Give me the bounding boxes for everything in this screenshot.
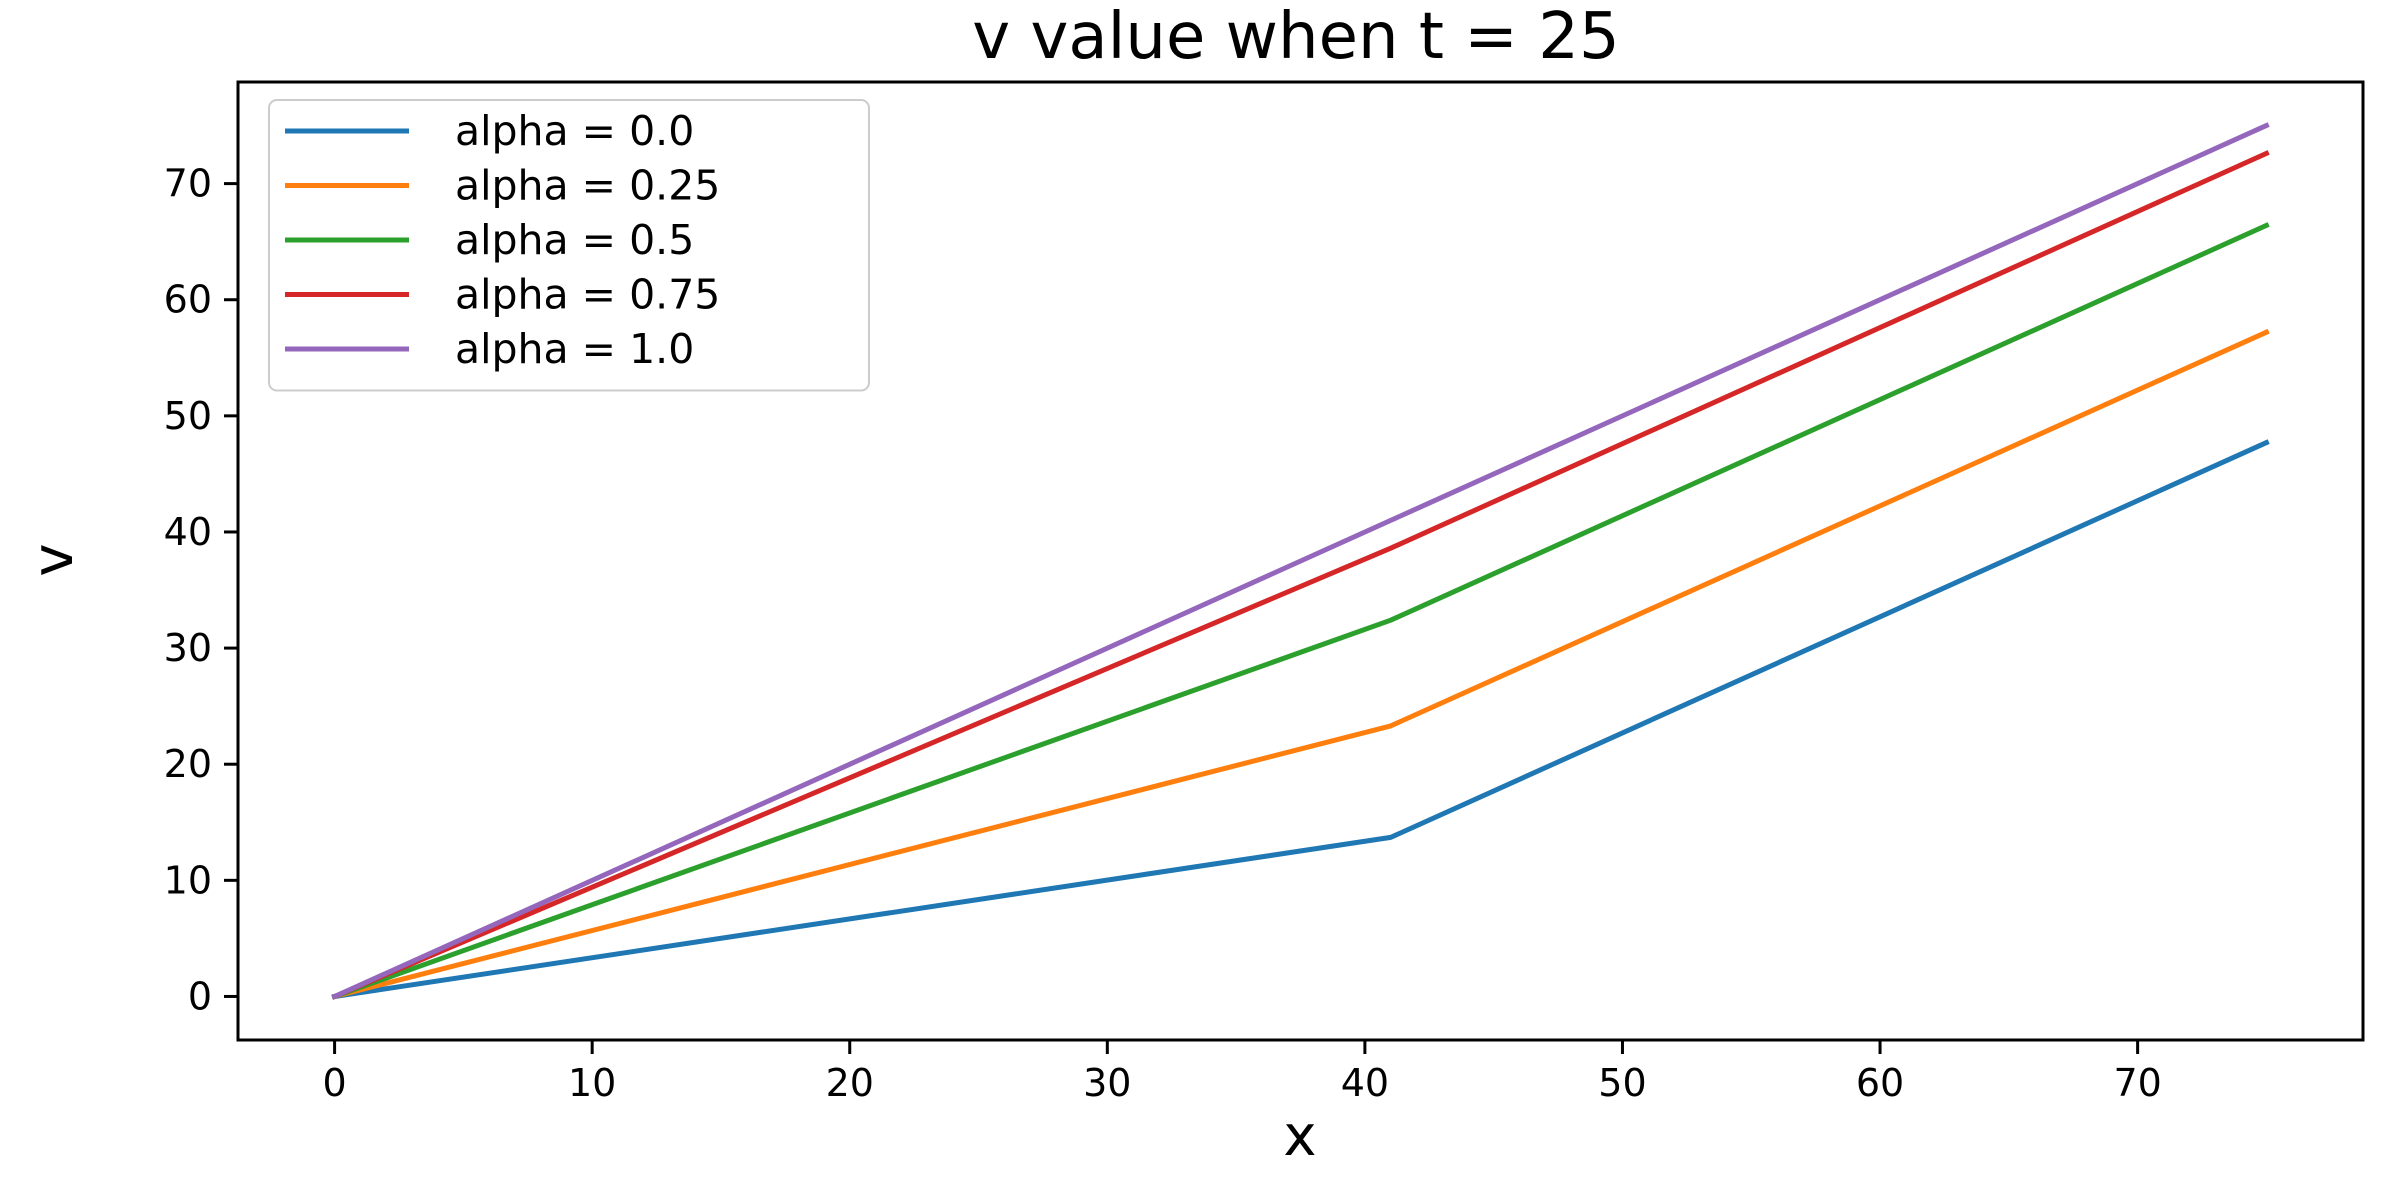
chart-title: v value when t = 25 xyxy=(972,0,1619,74)
y-axis-label: v xyxy=(21,543,86,576)
x-tick-label-0: 0 xyxy=(322,1061,346,1105)
legend-label-3: alpha = 0.75 xyxy=(455,271,720,319)
series-line-2 xyxy=(331,222,2270,1000)
x-tick-label-5: 50 xyxy=(1598,1061,1646,1105)
series-line-1 xyxy=(331,328,2270,1000)
x-tick-label-2: 20 xyxy=(826,1061,874,1105)
legend-label-4: alpha = 1.0 xyxy=(455,325,694,373)
y-axis-ticks: 0 10 20 30 40 50 60 70 xyxy=(164,162,238,1018)
series-lines xyxy=(331,122,2270,1000)
x-tick-label-4: 40 xyxy=(1341,1061,1389,1105)
y-tick-label-3: 30 xyxy=(164,626,212,670)
y-tick-label-2: 20 xyxy=(164,742,212,786)
legend-label-2: alpha = 0.5 xyxy=(455,216,694,264)
y-tick-label-4: 40 xyxy=(164,510,212,554)
series-line-4 xyxy=(331,122,2270,1000)
x-tick-label-7: 70 xyxy=(2113,1061,2161,1105)
y-tick-label-6: 60 xyxy=(164,278,212,322)
x-axis-ticks: 0 10 20 30 40 50 60 70 xyxy=(322,1040,2162,1105)
legend-label-0: alpha = 0.0 xyxy=(455,107,694,155)
y-tick-label-0: 0 xyxy=(188,974,212,1018)
x-tick-label-1: 10 xyxy=(568,1061,616,1105)
y-tick-label-5: 50 xyxy=(164,394,212,438)
x-axis-label: x xyxy=(1283,1104,1316,1169)
legend-box xyxy=(268,99,870,392)
legend-label-1: alpha = 0.25 xyxy=(455,162,720,210)
x-tick-label-6: 60 xyxy=(1856,1061,1904,1105)
plot-frame xyxy=(236,80,2365,1042)
series-line-3 xyxy=(331,150,2270,1000)
legend: alpha = 0.0 alpha = 0.25 alpha = 0.5 alpha … xyxy=(268,99,870,392)
y-tick-label-7: 70 xyxy=(164,162,212,206)
y-tick-label-1: 10 xyxy=(164,858,212,902)
series-line-0 xyxy=(331,439,2270,1000)
x-tick-label-3: 30 xyxy=(1083,1061,1131,1105)
